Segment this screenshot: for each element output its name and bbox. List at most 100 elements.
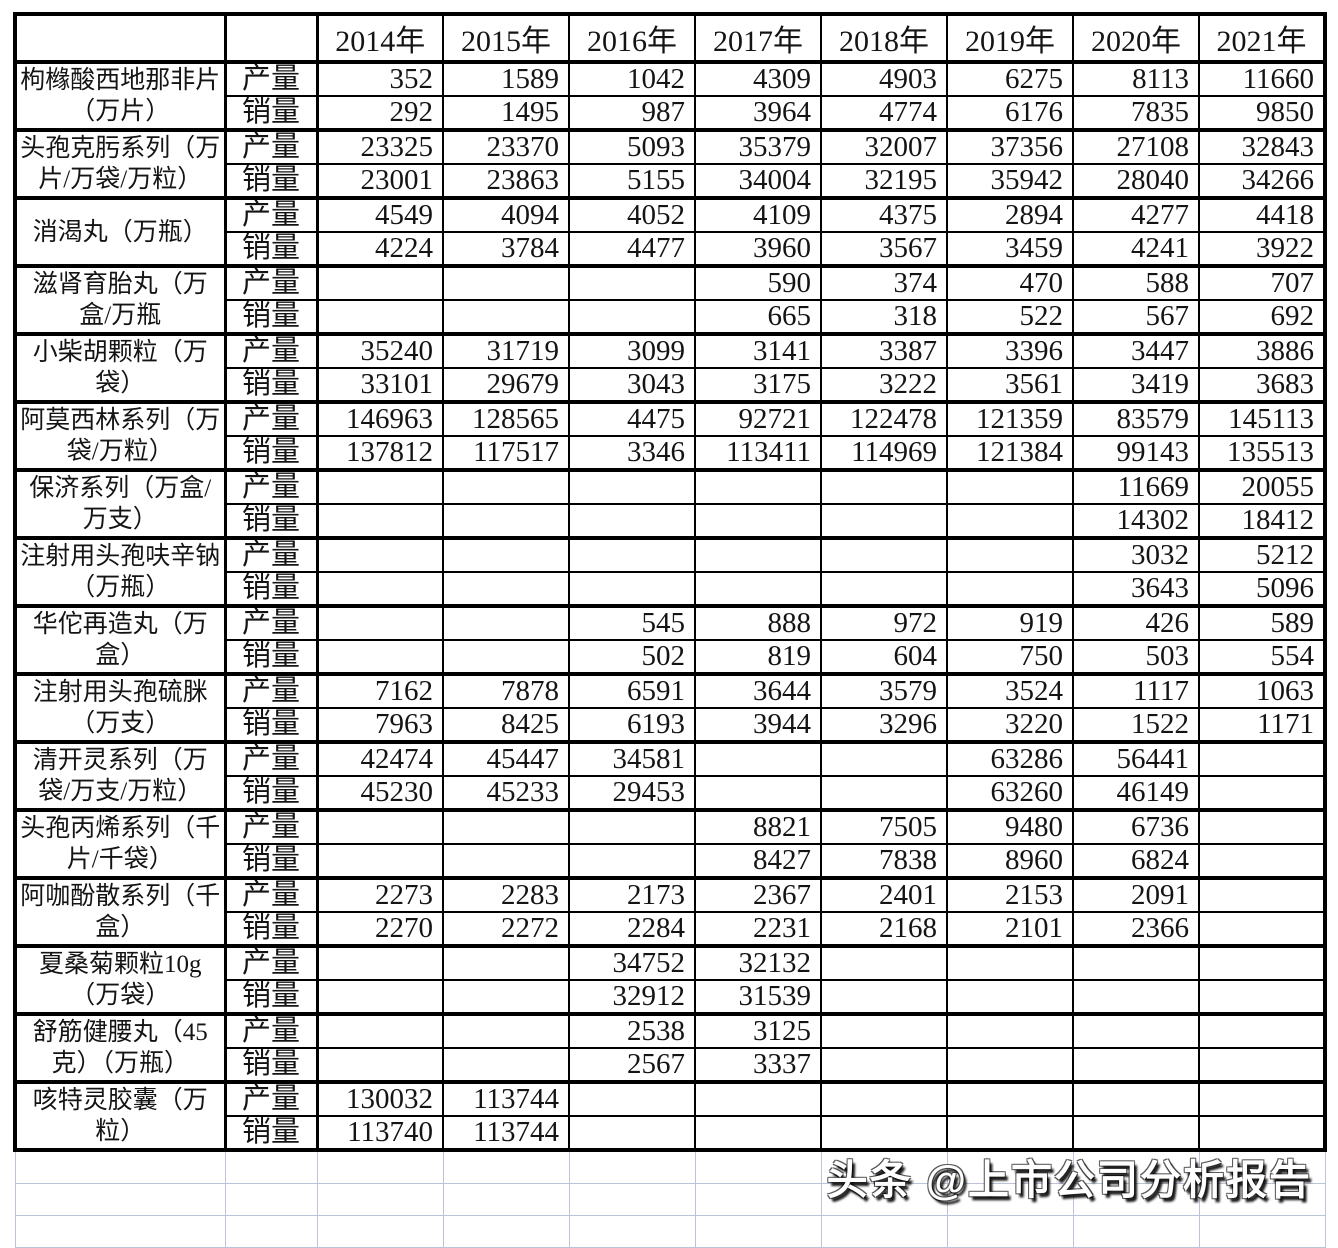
- empty-cell: [1072, 1215, 1200, 1248]
- metric-label-cell: 销量: [225, 775, 319, 810]
- metric-label-cell: 销量: [225, 435, 319, 470]
- value-cell: [1199, 876, 1327, 912]
- value-cell: 2101: [947, 911, 1074, 946]
- value-cell: 7162: [317, 672, 444, 708]
- value-cell: [821, 1012, 948, 1048]
- value-cell: [821, 468, 948, 504]
- table-row: 清开灵系列（万袋/万支/万粒） 产量 42474 45447 34581 63286 564…: [13, 740, 1327, 812]
- value-cell: 122478: [821, 400, 948, 436]
- table-row: 销量 137812 117517 3346 113411 114969 121384 9914…: [15, 435, 1327, 470]
- metric-label-cell: 销量: [225, 571, 319, 606]
- empty-cell: [820, 1215, 948, 1248]
- value-cell: 1063: [1199, 672, 1327, 708]
- value-cell: 34266: [1199, 163, 1327, 198]
- value-cell: 4549: [317, 196, 444, 232]
- value-cell: [947, 503, 1074, 538]
- value-cell: 130032: [317, 1080, 444, 1116]
- metric-label-cell: 销量: [225, 1115, 319, 1152]
- corner-cell: [13, 12, 227, 64]
- value-cell: [821, 503, 948, 538]
- value-cell: [695, 536, 822, 572]
- value-cell: 7505: [821, 808, 948, 844]
- value-cell: 692: [1199, 299, 1327, 334]
- value-cell: 92721: [695, 400, 822, 436]
- value-cell: 14302: [1073, 503, 1200, 538]
- value-cell: [317, 571, 444, 606]
- value-cell: 4094: [443, 196, 570, 232]
- value-cell: 35942: [947, 163, 1074, 198]
- value-cell: [443, 299, 570, 334]
- value-cell: [695, 740, 822, 776]
- value-cell: 522: [947, 299, 1074, 334]
- product-name-cell: 清开灵系列（万袋/万支/万粒）: [13, 740, 227, 812]
- value-cell: [569, 536, 696, 572]
- value-cell: [443, 264, 570, 300]
- value-cell: 135513: [1199, 435, 1327, 470]
- value-cell: [317, 468, 444, 504]
- value-cell: [1073, 944, 1200, 980]
- value-cell: 32195: [821, 163, 948, 198]
- empty-cell: [442, 1149, 570, 1184]
- value-cell: 2401: [821, 876, 948, 912]
- value-cell: 4774: [821, 95, 948, 130]
- value-cell: 3419: [1073, 367, 1200, 402]
- metric-label-cell: 产量: [225, 1012, 319, 1048]
- value-cell: 4277: [1073, 196, 1200, 232]
- value-cell: [947, 944, 1074, 980]
- value-cell: 56441: [1073, 740, 1200, 776]
- value-cell: 42474: [317, 740, 444, 776]
- value-cell: 1589: [443, 60, 570, 96]
- value-cell: 2231: [695, 911, 822, 946]
- value-cell: 3141: [695, 332, 822, 368]
- value-cell: [947, 536, 1074, 572]
- table-row: 销量 113740 113744: [15, 1115, 1327, 1152]
- value-cell: 3784: [443, 231, 570, 266]
- value-cell: [569, 808, 696, 844]
- value-cell: 3337: [695, 1047, 822, 1082]
- empty-cell: [820, 1149, 948, 1184]
- empty-cell: [316, 1215, 444, 1248]
- value-cell: 1495: [443, 95, 570, 130]
- empty-cell: [1198, 1183, 1326, 1216]
- value-cell: 29453: [569, 775, 696, 810]
- value-cell: [1199, 775, 1327, 810]
- value-cell: 9480: [947, 808, 1074, 844]
- corner-cell: [225, 12, 319, 64]
- value-cell: [821, 740, 948, 776]
- value-cell: 113744: [443, 1080, 570, 1116]
- value-cell: 972: [821, 604, 948, 640]
- metric-label-cell: 销量: [225, 707, 319, 742]
- value-cell: [569, 299, 696, 334]
- metric-label-cell: 产量: [225, 264, 319, 300]
- value-cell: [569, 503, 696, 538]
- value-cell: [1199, 740, 1327, 776]
- production-sales-table: 2014年 2015年 2016年 2017年 2018年 2019年 2020年 2021年…: [13, 12, 1327, 1248]
- value-cell: [443, 503, 570, 538]
- value-cell: [821, 536, 948, 572]
- value-cell: 1117: [1073, 672, 1200, 708]
- empty-cell: [568, 1215, 696, 1248]
- value-cell: 33101: [317, 367, 444, 402]
- value-cell: [695, 468, 822, 504]
- value-cell: 34004: [695, 163, 822, 198]
- value-cell: 590: [695, 264, 822, 300]
- value-cell: 707: [1199, 264, 1327, 300]
- empty-cell: [946, 1215, 1074, 1248]
- value-cell: 888: [695, 604, 822, 640]
- value-cell: 3125: [695, 1012, 822, 1048]
- empty-cell: [694, 1149, 822, 1184]
- value-cell: 8113: [1073, 60, 1200, 96]
- value-cell: [317, 944, 444, 980]
- value-cell: 29679: [443, 367, 570, 402]
- value-cell: 1522: [1073, 707, 1200, 742]
- value-cell: 63260: [947, 775, 1074, 810]
- value-cell: 121384: [947, 435, 1074, 470]
- value-cell: [947, 468, 1074, 504]
- value-cell: 35379: [695, 128, 822, 164]
- value-cell: 4052: [569, 196, 696, 232]
- value-cell: 5212: [1199, 536, 1327, 572]
- value-cell: 2272: [443, 911, 570, 946]
- value-cell: 32007: [821, 128, 948, 164]
- product-name-cell: 头孢克肟系列（万片/万袋/万粒）: [13, 128, 227, 200]
- value-cell: 2153: [947, 876, 1074, 912]
